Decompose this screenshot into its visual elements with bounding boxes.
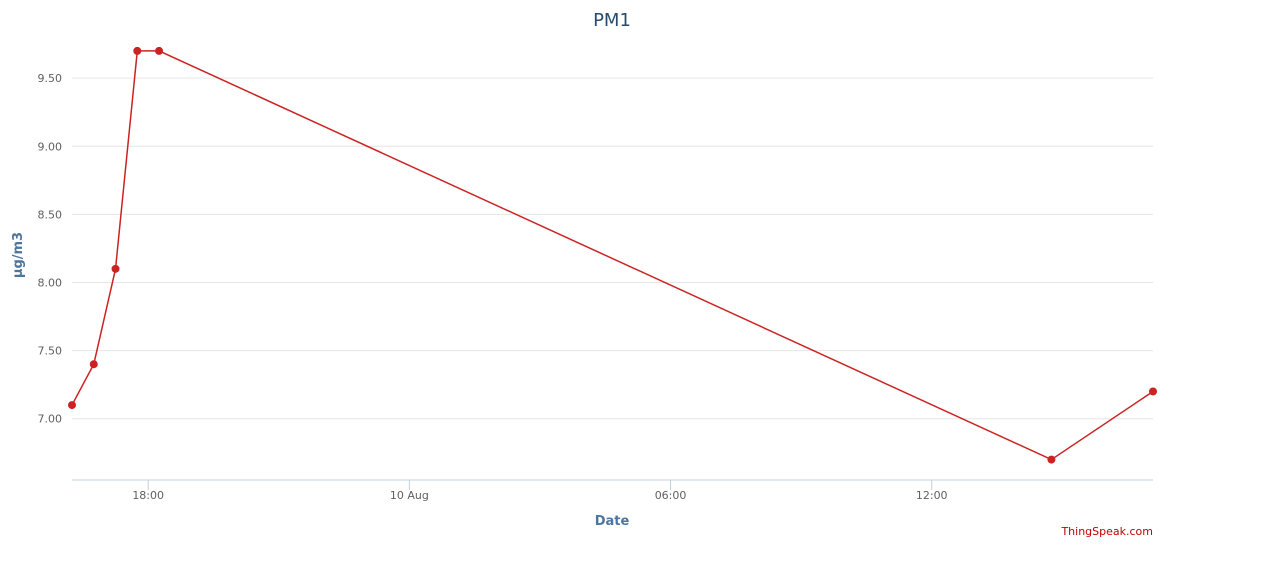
- series-line: [71, 50, 1154, 461]
- data-point[interactable]: [111, 264, 120, 273]
- y-tick-label: 9.50: [38, 72, 63, 85]
- x-axis-tick-labels: 18:00 10 Aug 06:00 12:00: [132, 489, 947, 502]
- data-point[interactable]: [155, 46, 164, 55]
- y-axis-title: µg/m3: [11, 232, 26, 278]
- data-point[interactable]: [68, 401, 76, 410]
- y-tick-label: 9.00: [38, 140, 63, 153]
- data-point[interactable]: [1047, 455, 1056, 464]
- data-point[interactable]: [1149, 387, 1157, 396]
- x-tick-label: 10 Aug: [390, 489, 429, 502]
- y-tick-label: 8.00: [38, 276, 63, 289]
- x-axis-ticks: [147, 480, 933, 490]
- grid-lines: [72, 77, 1153, 420]
- y-tick-label: 7.50: [38, 345, 63, 358]
- y-axis-tick-labels: 7.00 7.50 8.00 8.50 9.00 9.50: [38, 72, 63, 426]
- credits-link[interactable]: ThingSpeak.com: [1060, 525, 1153, 538]
- x-tick-label: 18:00: [132, 489, 164, 502]
- x-tick-label: 12:00: [916, 489, 948, 502]
- y-tick-label: 8.50: [38, 208, 63, 221]
- data-point[interactable]: [133, 46, 142, 55]
- y-tick-label: 7.00: [38, 413, 63, 426]
- data-point[interactable]: [89, 360, 98, 369]
- series-pm1: [68, 46, 1157, 464]
- x-tick-label: 06:00: [655, 489, 687, 502]
- x-axis-title: Date: [595, 514, 630, 529]
- chart-title: PM1: [593, 10, 631, 31]
